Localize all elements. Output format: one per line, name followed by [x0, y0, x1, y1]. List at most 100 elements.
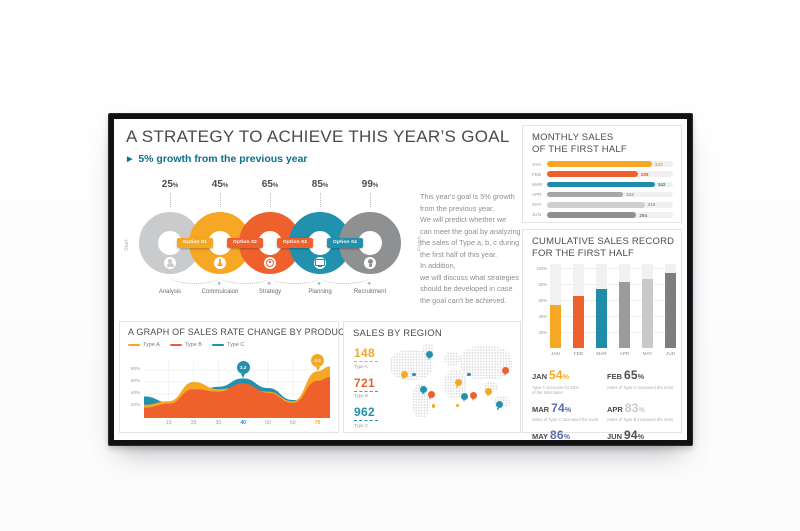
- bar-fill: [547, 161, 652, 167]
- bar-value-label: 242: [626, 192, 634, 198]
- dotted-arrow-arc: [220, 270, 272, 286]
- dashboard-screen: A STRATEGY TO ACHIEVE THIS YEAR’S GOAL ▶…: [114, 119, 687, 440]
- bar-fill: [547, 191, 624, 198]
- chart-legend: Type A Type B Type C: [128, 342, 244, 348]
- stat-note: Sales of Type C increased the most: [532, 417, 599, 423]
- month-stats-grid: JAN 54% Type C accounts for 50% of the tot…: [532, 366, 676, 440]
- bar-month-label: MAR: [532, 181, 543, 187]
- data-marker-pin: 3.2: [236, 361, 250, 378]
- legend-item: Type A: [128, 342, 160, 348]
- map-pin-icon: [400, 370, 408, 381]
- bar-fill: [547, 181, 655, 188]
- region-stat: 721 Type B: [354, 376, 378, 398]
- bar-tracks: [550, 264, 676, 348]
- stat-note: Type C accounts for 50% of the total sal…: [532, 384, 579, 396]
- monthly-bar-row: MAR 342: [532, 180, 673, 188]
- x-axis-label: 70: [314, 420, 321, 426]
- stat-value: 65%: [624, 368, 645, 382]
- y-axis-label: 80%: [538, 281, 547, 287]
- legend-label: Type C: [226, 342, 245, 348]
- flask-icon: [214, 257, 226, 269]
- monthly-sales-title: MONTHLY SALES OF THE FIRST HALF: [532, 132, 627, 156]
- x-axis-label: JUN: [666, 351, 675, 356]
- bar-fill: [547, 202, 645, 208]
- bar-fill: [573, 296, 584, 348]
- area-chart: 80% 60% 40% 20% 10 20 30 40 50 60 70 3.2 4.5: [120, 354, 340, 432]
- y-axis-label: 20%: [538, 329, 547, 335]
- stat-month-label: FEB: [607, 372, 622, 381]
- percent-tick-line: [220, 193, 221, 207]
- legend-swatch: [128, 343, 140, 347]
- x-axis-label: 50: [265, 420, 271, 426]
- y-axis-label: 100%: [536, 265, 547, 271]
- x-axis-label: MAR: [596, 351, 607, 356]
- dotted-arrow-arc: [270, 270, 322, 286]
- gridline: [550, 284, 676, 285]
- bar-value-label: 284: [639, 212, 648, 218]
- bar-fill: [550, 304, 561, 348]
- cumulative-sales-card: CUMULATIVE SALES RECORD FOR THE FIRST HA…: [522, 229, 682, 440]
- gridline: [550, 268, 676, 269]
- region-stat-value: 721: [354, 376, 378, 392]
- map-pin-icon: [431, 404, 436, 408]
- y-axis-label: 60%: [130, 377, 140, 383]
- monitor-frame: A STRATEGY TO ACHIEVE THIS YEAR’S GOAL ▶…: [108, 113, 693, 446]
- option-ribbon: Option 01: [177, 238, 213, 248]
- stat-note: Sales of Type B increased the most: [607, 417, 673, 423]
- donut-category-label: Strategy: [258, 289, 282, 295]
- month-stat-line: MAY 86%: [532, 426, 601, 440]
- bar-fill: [665, 272, 676, 348]
- map-pin-icon: [495, 401, 503, 411]
- clock-icon: [264, 257, 276, 269]
- region-stats: 148 Type A 721 Type B 962 Type C: [354, 346, 378, 428]
- bar-month-label: JAN: [532, 161, 541, 167]
- bar-track: [665, 264, 676, 348]
- stat-value: 74%: [551, 400, 572, 415]
- subtitle: ▶ 5% growth from the previous year: [127, 153, 308, 165]
- percent-tick-line: [370, 193, 371, 207]
- donut-category-label: Planning: [308, 289, 332, 295]
- bar-month-label: APR: [532, 192, 542, 198]
- region-stat-value: 148: [354, 346, 378, 362]
- stat-month-label: APR: [607, 404, 623, 414]
- stat-value: 94%: [624, 428, 645, 440]
- bar-track: 342: [547, 181, 673, 188]
- stat-value: 83%: [624, 400, 646, 415]
- bar-value-label: 333: [654, 161, 663, 167]
- stat-month-label: JAN: [532, 372, 548, 381]
- y-axis-label: 60%: [538, 297, 547, 303]
- stat-value: 54%: [549, 368, 570, 382]
- bar-month-label: FEB: [532, 171, 541, 177]
- percent-tick-line: [270, 193, 271, 207]
- legend-item: Type C: [211, 342, 245, 348]
- arrowhead-icon: [217, 280, 222, 286]
- bar-track: [550, 264, 561, 348]
- monthly-sales-bars: JAN 333 FEB 288 MAR 342 APR 242 MAY 310 JUN 284: [532, 160, 673, 221]
- legend-item: Type B: [169, 342, 202, 348]
- bulb-icon: [364, 257, 376, 269]
- gridline: [550, 300, 676, 301]
- bar-track: 284: [547, 212, 673, 218]
- continent-dots: [484, 382, 498, 392]
- monitor-icon: [314, 257, 326, 269]
- monthly-bar-row: APR 242: [532, 191, 673, 199]
- region-stat-label: Type C: [354, 422, 369, 428]
- bar-track: [642, 264, 653, 348]
- page-title: A STRATEGY TO ACHIEVE THIS YEAR’S GOAL: [126, 127, 510, 146]
- sales-rate-title: A GRAPH OF SALES RATE CHANGE BY PRODUCT: [128, 327, 351, 337]
- bar-fill: [642, 279, 653, 348]
- region-stat: 148 Type A: [354, 346, 378, 369]
- map-pin-icon: [467, 372, 471, 377]
- stat-month-label: JUN: [607, 432, 623, 440]
- gridline: [550, 332, 676, 333]
- map-pin-icon: [412, 372, 416, 377]
- sales-region-title: SALES BY REGION: [353, 328, 442, 339]
- process-donut-flow: 25% Analysis 45% Commuicaion 65% Strategy 85% P…: [118, 173, 423, 315]
- legend-swatch: [169, 343, 182, 347]
- month-stat-line: JAN 54%: [532, 366, 601, 384]
- x-axis-label: 10: [166, 420, 172, 426]
- bar-track: 242: [547, 191, 673, 198]
